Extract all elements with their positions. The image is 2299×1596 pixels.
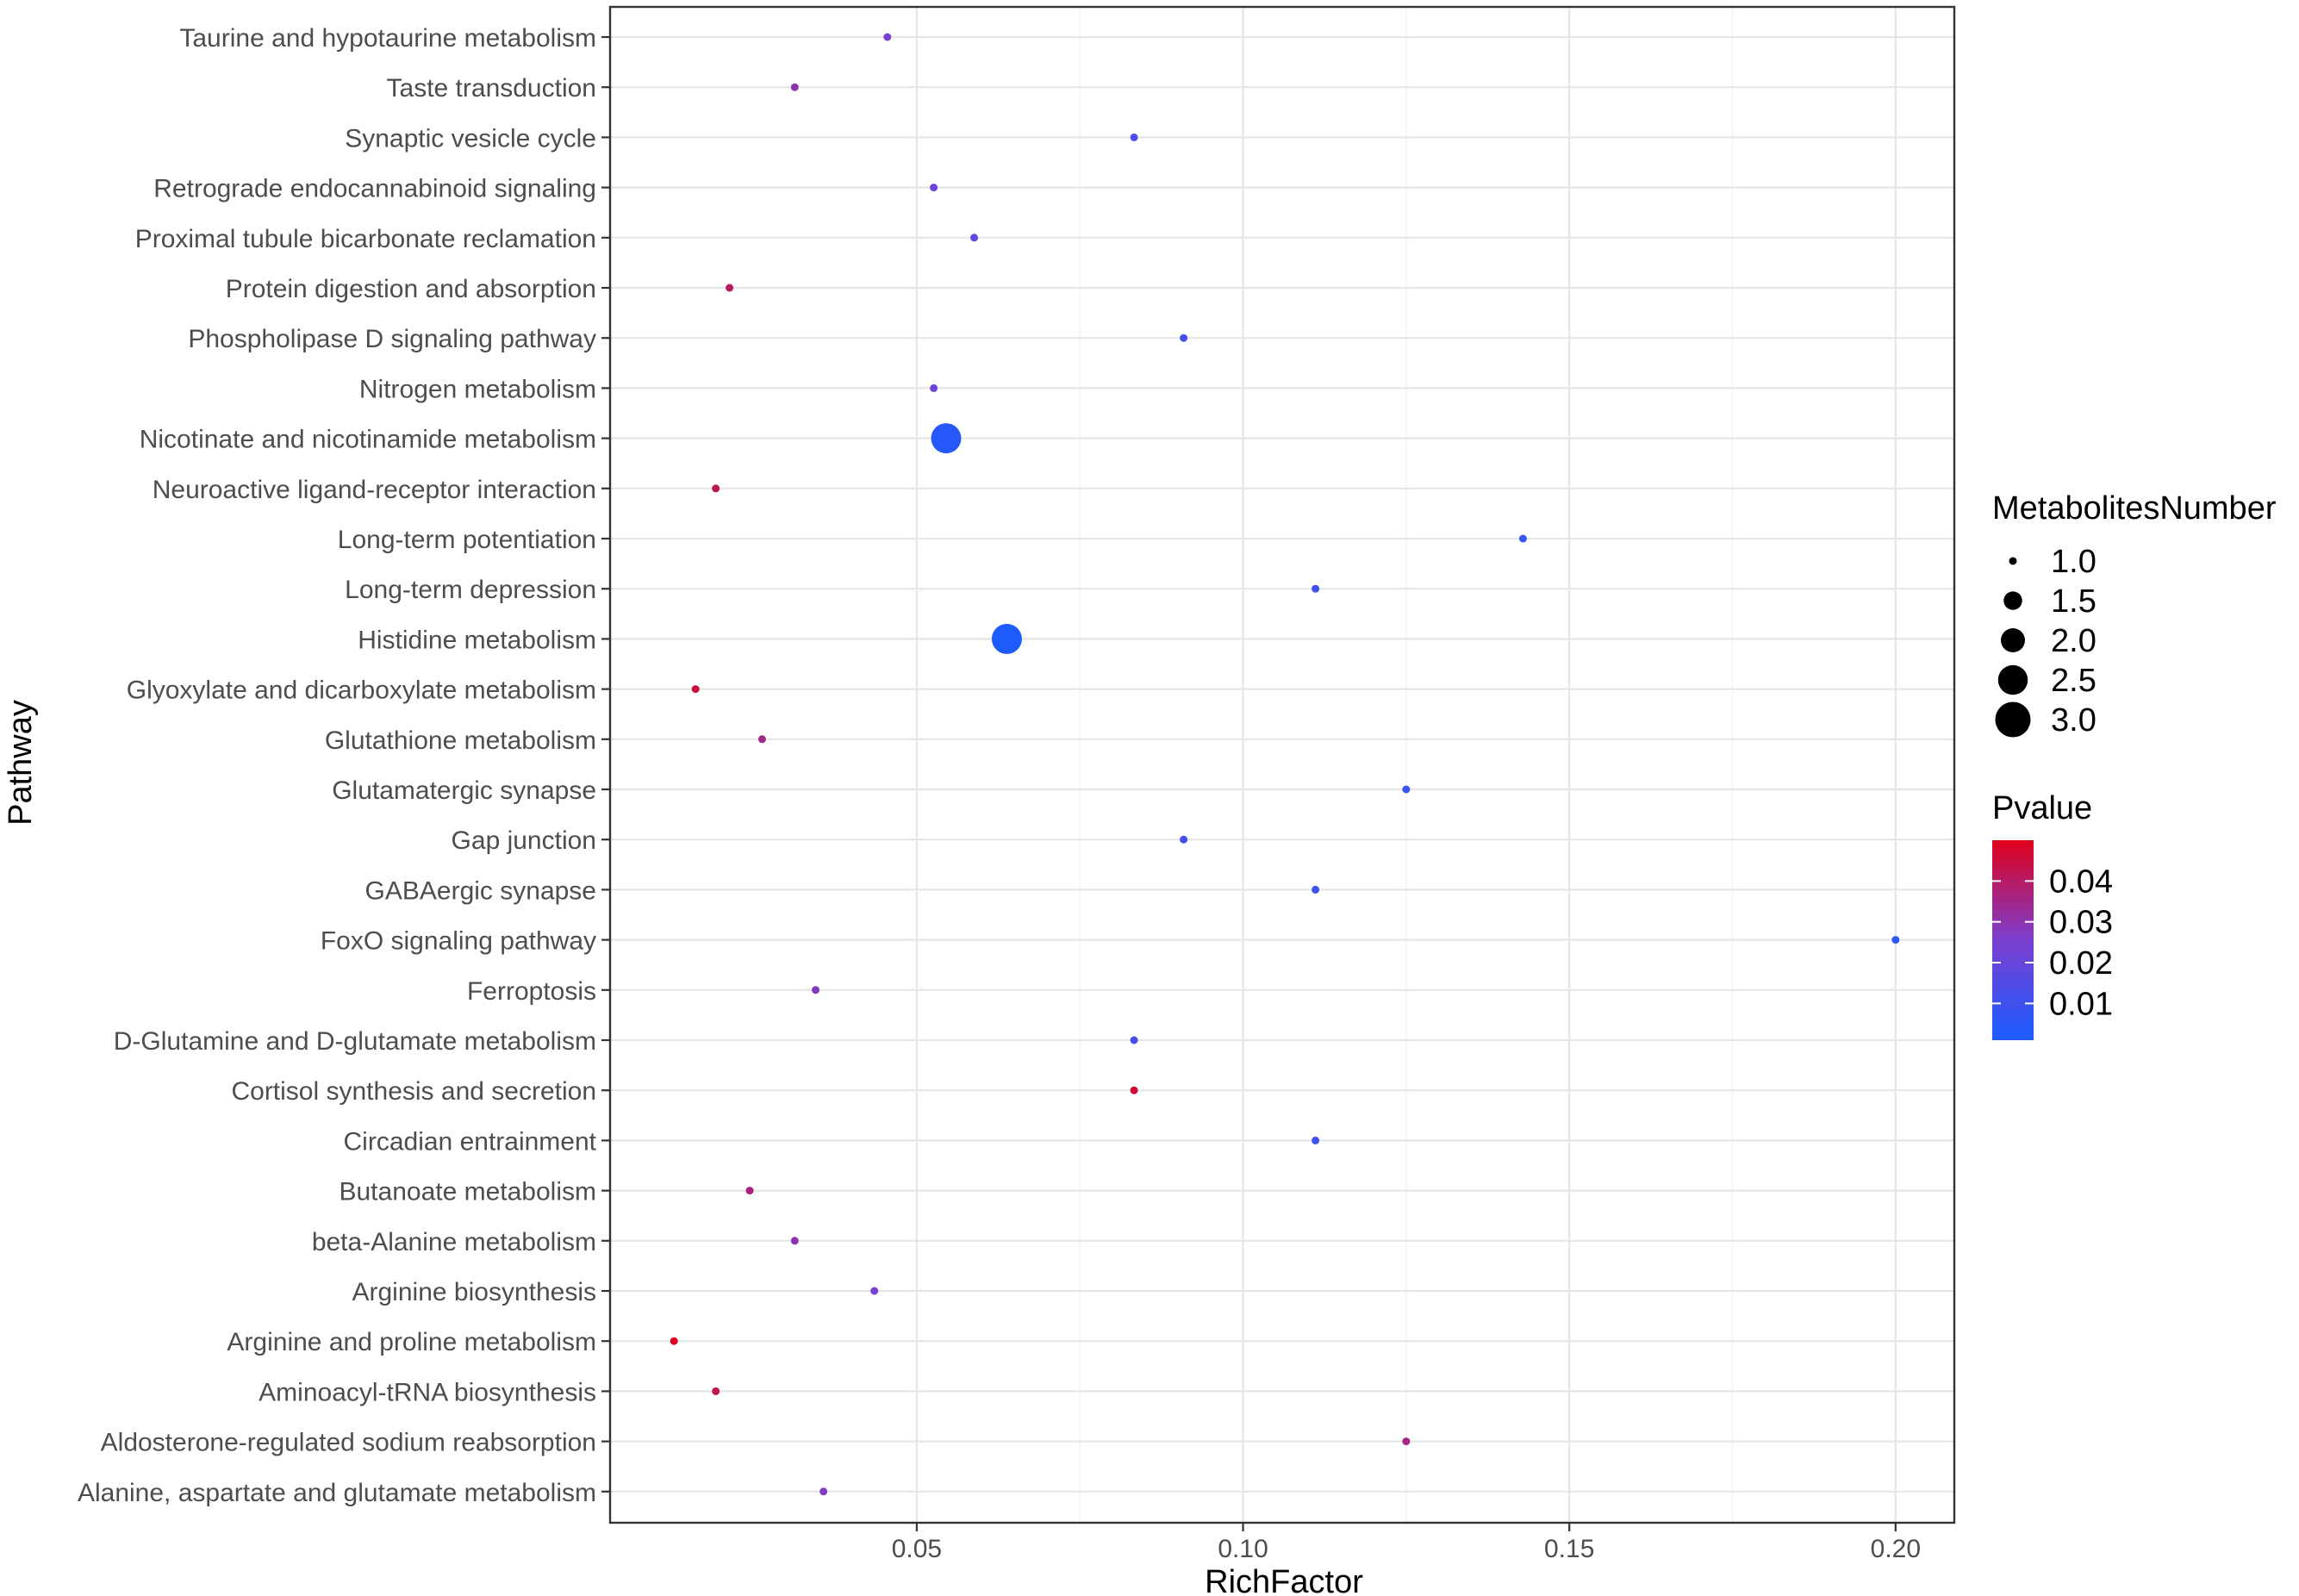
- y-tick-label: Synaptic vesicle cycle: [345, 124, 596, 153]
- size-legend-key: [2001, 628, 2025, 652]
- data-point: [1130, 133, 1138, 141]
- y-tick-label: Glyoxylate and dicarboxylate metabolism: [127, 676, 596, 705]
- data-point: [712, 1387, 720, 1395]
- y-tick-label: Gap junction: [452, 826, 596, 855]
- y-tick-label: Proximal tubule bicarbonate reclamation: [135, 225, 596, 253]
- y-tick-label: Nicotinate and nicotinamide metabolism: [140, 426, 596, 454]
- pvalue-colorbar: [1992, 840, 2034, 1040]
- data-point: [1518, 534, 1527, 543]
- data-point: [790, 83, 799, 91]
- y-tick-label: Long-term potentiation: [338, 526, 596, 554]
- y-tick-label: Phospholipase D signaling pathway: [188, 325, 596, 353]
- y-tick-label: Alanine, aspartate and glutamate metabol…: [78, 1479, 596, 1507]
- data-point: [670, 1337, 678, 1345]
- size-legend-title: MetabolitesNumber: [1992, 490, 2277, 527]
- y-tick-label: Arginine biosynthesis: [352, 1278, 597, 1306]
- y-tick-label: Histidine metabolism: [358, 626, 596, 654]
- size-legend-label: 1.0: [2051, 544, 2097, 580]
- x-axis-title: RichFactor: [1205, 1564, 1363, 1596]
- y-tick-label: Aldosterone-regulated sodium reabsorptio…: [101, 1429, 596, 1457]
- y-axis: Taurine and hypotaurine metabolism Taste …: [78, 24, 610, 1507]
- size-legend-key: [1995, 701, 2031, 738]
- color-legend-label: 0.01: [2049, 986, 2113, 1022]
- data-point: [1180, 334, 1188, 342]
- data-point: [1311, 885, 1320, 894]
- data-point: [930, 383, 938, 392]
- x-tick-label: 0.20: [1871, 1535, 1921, 1563]
- color-legend-label: 0.03: [2049, 905, 2113, 941]
- size-legend: MetabolitesNumber 1.01.52.0 2.53.0: [1992, 490, 2277, 739]
- y-tick-label: Glutamatergic synapse: [332, 776, 596, 805]
- y-tick-label: Glutathione metabolism: [325, 726, 596, 755]
- size-legend-key: [2003, 591, 2022, 610]
- data-point: [1311, 584, 1320, 593]
- data-point: [930, 184, 938, 192]
- y-tick-label: Butanoate metabolism: [339, 1178, 596, 1206]
- size-legend-label: 2.0: [2051, 623, 2097, 659]
- x-tick-label: 0.15: [1544, 1535, 1594, 1563]
- data-point: [1891, 936, 1900, 945]
- y-tick-label: Neuroactive ligand-receptor interaction: [153, 476, 596, 504]
- y-tick-label: Protein digestion and absorption: [226, 275, 596, 303]
- data-point: [1402, 785, 1411, 794]
- x-tick-label: 0.10: [1218, 1535, 1268, 1563]
- grid-lines: [610, 7, 1954, 1523]
- data-point: [790, 1237, 799, 1245]
- y-tick-label: GABAergic synapse: [365, 876, 596, 905]
- data-point: [691, 685, 700, 694]
- y-tick-label: Circadian entrainment: [344, 1127, 597, 1156]
- y-tick-label: Retrograde endocannabinoid signaling: [153, 175, 596, 203]
- data-point: [712, 484, 720, 493]
- y-tick-label: Nitrogen metabolism: [359, 375, 596, 403]
- data-point: [1402, 1437, 1411, 1446]
- size-legend-key: [1997, 664, 2028, 695]
- size-legend-label: 3.0: [2051, 702, 2097, 739]
- data-point: [1180, 835, 1188, 844]
- color-legend-label: 0.04: [2049, 863, 2113, 900]
- data-point: [745, 1187, 754, 1195]
- x-tick-label: 0.05: [892, 1535, 942, 1563]
- y-tick-label: Aminoacyl-tRNA biosynthesis: [259, 1378, 596, 1406]
- data-point: [931, 423, 962, 454]
- y-tick-label: Taste transduction: [387, 74, 596, 103]
- data-point: [812, 986, 820, 994]
- size-legend-label: 1.5: [2051, 583, 2097, 620]
- data-point: [883, 33, 892, 41]
- y-tick-label: D-Glutamine and D-glutamate metabolism: [114, 1027, 596, 1056]
- data-point: [1311, 1136, 1320, 1144]
- data-point: [970, 234, 979, 242]
- y-tick-label: Long-term depression: [345, 576, 596, 604]
- data-point: [1130, 1086, 1138, 1094]
- size-legend-key: [2009, 557, 2017, 565]
- data-point: [726, 284, 734, 292]
- color-legend-label: 0.02: [2049, 945, 2113, 982]
- data-point: [757, 735, 766, 744]
- color-legend: Pvalue 0.04 0.03 0.02 0.01: [1992, 790, 2113, 1040]
- size-legend-label: 2.5: [2051, 663, 2097, 699]
- y-tick-label: beta-Alanine metabolism: [312, 1228, 596, 1256]
- data-point: [1130, 1036, 1138, 1044]
- data-point: [991, 623, 1022, 654]
- y-axis-title: Pathway: [3, 700, 39, 826]
- x-axis: 0.05 0.10 0.15 0.20: [892, 1523, 1921, 1563]
- y-tick-label: Cortisol synthesis and secretion: [231, 1077, 596, 1106]
- data-point: [819, 1487, 828, 1496]
- y-tick-label: Arginine and proline metabolism: [227, 1328, 596, 1356]
- color-legend-title: Pvalue: [1992, 790, 2092, 826]
- data-points: [670, 33, 1900, 1496]
- y-tick-label: Ferroptosis: [467, 977, 596, 1006]
- data-point: [870, 1287, 879, 1295]
- y-tick-label: Taurine and hypotaurine metabolism: [179, 24, 596, 53]
- y-tick-label: FoxO signaling pathway: [321, 927, 596, 956]
